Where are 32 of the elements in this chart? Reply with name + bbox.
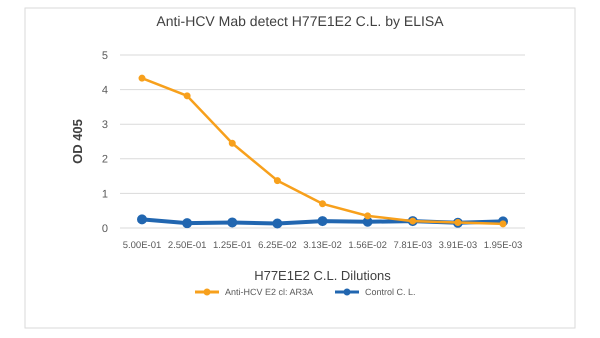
y-tick-label: 4 [102,84,108,96]
point [318,216,328,226]
y-axis-title: OD 405 [70,119,85,164]
x-tick-label: 1.56E-02 [348,240,387,251]
point [182,218,192,228]
point [319,200,326,208]
legend-label: Anti-HCV E2 cl: AR3A [225,287,314,298]
chart-title: Anti-HCV Mab detect H77E1E2 C.L. by ELISA [156,13,444,29]
y-tick-label: 2 [102,154,108,166]
y-tick-label: 0 [102,222,108,235]
point [274,177,281,184]
point [184,92,191,100]
x-tick-label: 5.00E-01 [122,240,162,251]
x-tick-label: 3.91E-03 [438,240,478,251]
x-axis-title: H77E1E2 C.L. Dilutions [254,268,392,283]
point [227,217,238,228]
x-tick-label: 1.95E-03 [484,240,522,251]
point [272,218,282,228]
x-tick-label: 7.81E-03 [393,240,432,251]
point [137,214,147,224]
x-tick-label: 6.25E-02 [258,240,297,251]
point [138,74,146,82]
point [500,220,506,228]
x-tick-label: 2.50E-01 [168,240,206,251]
y-tick-label: 1 [102,188,108,200]
y-tick-label: 3 [102,119,108,132]
point [228,140,236,147]
legend-label: Control C. L. [365,287,416,298]
y-tick-label: 5 [102,50,108,62]
x-tick-label: 1.25E-01 [212,240,252,251]
point [364,212,372,220]
x-tick-label: 3.13E-02 [303,240,342,251]
